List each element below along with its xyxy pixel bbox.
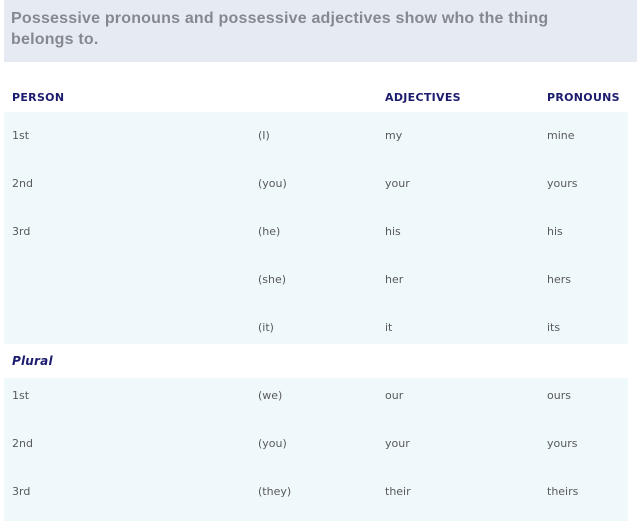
adjective-cell: our: [385, 389, 404, 402]
adjective-cell: her: [385, 273, 404, 286]
pronoun-cell: mine: [547, 129, 575, 142]
person-cell: 2nd: [12, 437, 33, 450]
pronoun-cell: its: [547, 321, 561, 334]
adjective-cell: my: [385, 129, 403, 142]
column-header-person: PERSON: [12, 91, 65, 104]
pronoun-cell: yours: [547, 177, 578, 190]
subject-cell: (she): [258, 273, 287, 286]
lesson-intro-banner: Possessive pronouns and possessive adjec…: [4, 0, 637, 62]
adjective-cell: their: [385, 485, 411, 498]
pronoun-cell: ours: [547, 389, 571, 402]
table-row: 2nd (you) your yours: [4, 426, 628, 474]
pronoun-cell: yours: [547, 437, 578, 450]
table-header-row: PERSON ADJECTIVES PRONOUNS: [4, 82, 628, 112]
subject-cell: (it): [258, 321, 274, 334]
table-row: 3rd (he) his his: [4, 208, 628, 256]
plural-subheader-row: Plural: [4, 344, 628, 378]
person-cell: 3rd: [12, 485, 31, 498]
person-cell: 1st: [12, 389, 30, 402]
table-row: (she) her hers: [4, 256, 628, 304]
pronoun-cell: hers: [547, 273, 571, 286]
adjective-cell: it: [385, 321, 393, 334]
table-row: 1st (we) our ours: [4, 378, 628, 426]
pronoun-cell: theirs: [547, 485, 579, 498]
subject-cell: (I): [258, 129, 270, 142]
lesson-intro-text: Possessive pronouns and possessive adjec…: [11, 10, 549, 48]
subject-cell: (he): [258, 225, 281, 238]
person-cell: 2nd: [12, 177, 33, 190]
person-cell: 3rd: [12, 225, 31, 238]
subject-cell: (you): [258, 437, 287, 450]
subject-cell: (we): [258, 389, 283, 402]
column-header-pronouns: PRONOUNS: [547, 91, 620, 104]
subject-cell: (they): [258, 485, 292, 498]
adjective-cell: his: [385, 225, 401, 238]
adjective-cell: your: [385, 177, 410, 190]
subject-cell: (you): [258, 177, 287, 190]
table-row: 3rd (they) their theirs: [4, 474, 628, 521]
table-row: 1st (I) my mine: [4, 112, 628, 160]
table-row: (it) it its: [4, 304, 628, 344]
table-row: 2nd (you) your yours: [4, 160, 628, 208]
plural-rows-section: 1st (we) our ours 2nd (you) your yours 3…: [4, 378, 628, 521]
singular-rows-section: 1st (I) my mine 2nd (you) your yours 3rd…: [4, 112, 628, 344]
pronoun-cell: his: [547, 225, 563, 238]
adjective-cell: your: [385, 437, 410, 450]
person-cell: 1st: [12, 129, 30, 142]
column-header-adjectives: ADJECTIVES: [385, 91, 461, 104]
plural-label: Plural: [12, 354, 53, 368]
